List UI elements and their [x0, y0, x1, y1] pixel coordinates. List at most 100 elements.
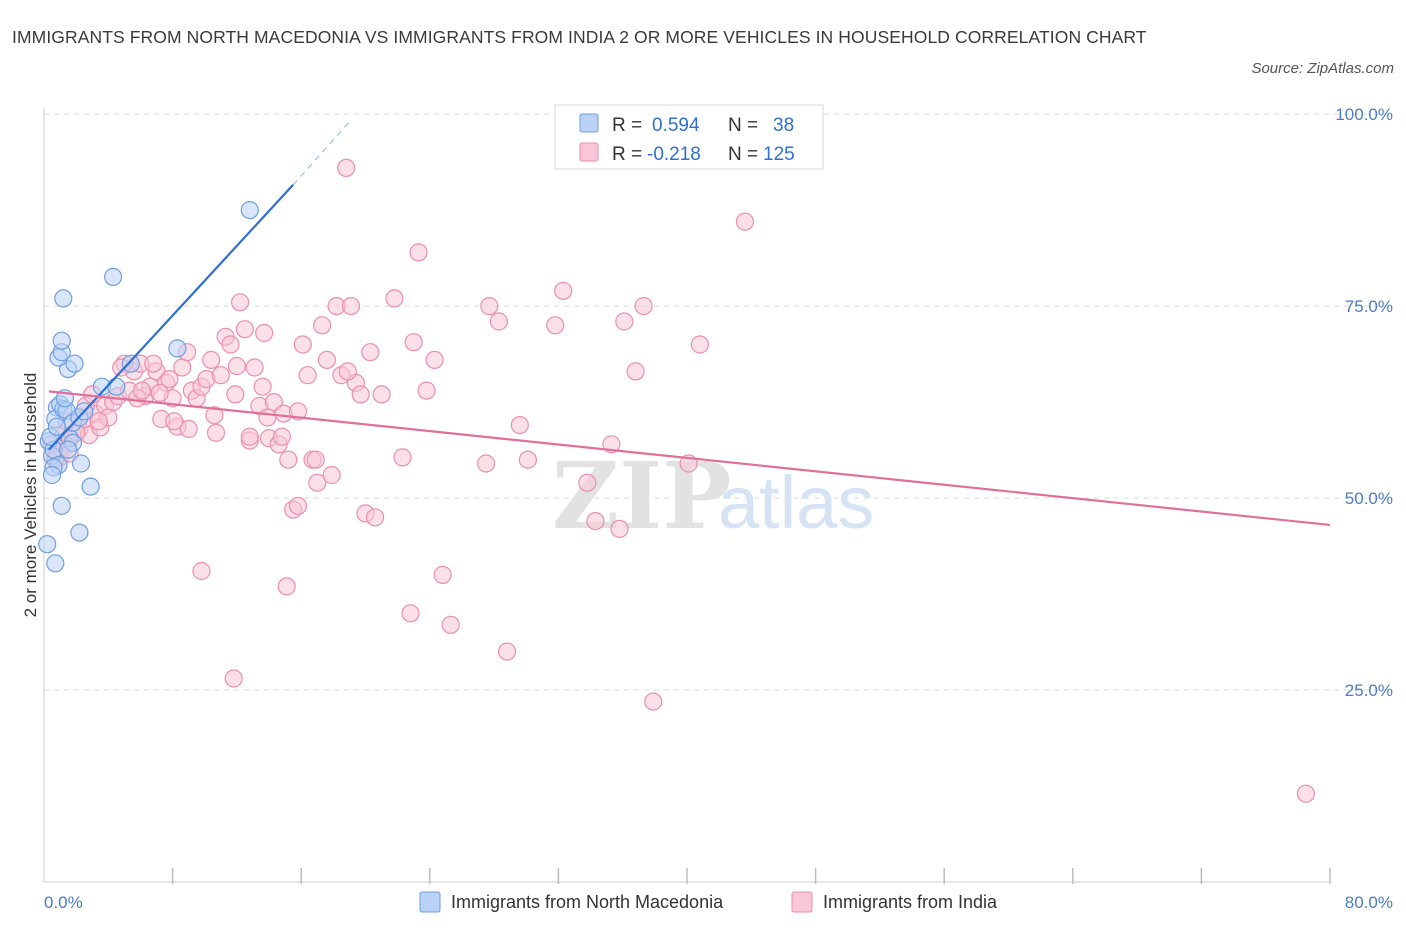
legend-n-value-2: 125: [763, 144, 795, 165]
bottom-legend-label-2: Immigrants from India: [823, 892, 998, 912]
india-point-36: [221, 335, 240, 354]
india-point-32: [202, 350, 221, 369]
macedonia-point-32: [121, 354, 140, 373]
macedonia-point-36: [58, 440, 78, 459]
india-point-48: [279, 450, 298, 469]
trend-lines: [48, 121, 1331, 527]
legend-frame: [554, 104, 824, 170]
legend-n-label-2: N =: [728, 144, 758, 165]
india-point-67: [385, 289, 404, 308]
legend-swatch-pink: [579, 142, 599, 162]
india-point-87: [615, 312, 634, 331]
macedonia-point-24: [71, 454, 91, 473]
macedonia-point-37: [47, 417, 67, 436]
india-point-100: [253, 377, 272, 396]
india-point-95: [192, 561, 211, 581]
india-point-96: [224, 669, 243, 688]
india-point-41: [245, 358, 264, 377]
india-point-75: [477, 454, 496, 473]
legend-box: R = 0.594 N = 38 R = -0.218 N = 125: [554, 104, 824, 170]
india-point-71: [417, 381, 436, 400]
india-point-70: [409, 243, 428, 262]
gridlines: [44, 113, 1393, 691]
india-point-92: [690, 335, 710, 354]
india-point-88: [626, 362, 645, 381]
series-north-macedonia-points: [38, 201, 259, 573]
india-point-113: [205, 406, 224, 425]
india-point-77: [489, 312, 508, 331]
india-point-51: [293, 335, 312, 354]
india-point-68: [393, 448, 412, 467]
india-point-83: [578, 473, 597, 492]
india-point-60: [337, 158, 356, 177]
legend-r-label-2: R =: [612, 144, 642, 165]
india-point-117: [338, 362, 357, 381]
india-point-33: [206, 423, 226, 442]
india-point-97: [277, 577, 296, 596]
india-point-90: [644, 692, 663, 711]
india-point-56: [317, 350, 336, 369]
india-point-76: [480, 297, 499, 316]
india-point-57: [322, 465, 341, 485]
india-trend-line: [48, 390, 1331, 527]
source-label: Source: ZipAtlas.com: [1251, 60, 1394, 77]
india-point-54: [308, 473, 327, 492]
india-point-99: [144, 354, 163, 373]
india-point-115: [272, 427, 291, 446]
india-point-74: [441, 615, 460, 634]
india-point-118: [372, 385, 391, 404]
india-point-61: [341, 297, 361, 316]
india-point-55: [313, 316, 332, 335]
india-point-122: [165, 412, 184, 431]
india-point-38: [231, 293, 250, 312]
y-tick-label-75: 75.0%: [1345, 297, 1393, 316]
india-point-84: [586, 511, 605, 531]
india-point-89: [634, 297, 653, 316]
india-point-123: [258, 408, 277, 427]
x-ticks: [171, 868, 1331, 884]
macedonia-trend-extension: [292, 121, 350, 186]
india-point-34: [211, 366, 230, 385]
legend-r-value-2: -0.218: [647, 144, 701, 165]
india-point-121: [150, 383, 169, 402]
india-point-98: [240, 427, 259, 446]
macedonia-point-14: [65, 354, 84, 373]
legend-r-label-1: R =: [612, 115, 642, 136]
bottom-legend-swatch-pink: [791, 891, 813, 913]
macedonia-point-25: [52, 496, 71, 515]
y-tick-label-100: 100.0%: [1335, 105, 1393, 124]
india-point-102: [160, 370, 179, 389]
india-point-81: [546, 316, 565, 335]
india-point-65: [361, 343, 380, 362]
macedonia-point-34: [240, 201, 259, 220]
india-point-37: [226, 385, 245, 404]
macedonia-point-31: [107, 377, 126, 396]
macedonia-point-18: [52, 331, 71, 350]
y-tick-label-25: 25.0%: [1345, 681, 1393, 700]
india-point-119: [404, 333, 423, 352]
india-point-66: [366, 508, 385, 527]
x-tick-label-max: 80.0%: [1345, 893, 1393, 912]
india-point-73: [433, 565, 452, 585]
india-point-116: [306, 450, 325, 469]
legend-n-label-1: N =: [728, 115, 758, 136]
india-point-120: [89, 412, 108, 431]
macedonia-point-33: [168, 339, 187, 358]
india-point-111: [133, 381, 152, 400]
india-point-124: [288, 402, 308, 421]
macedonia-point-29: [46, 554, 65, 573]
india-point-39: [235, 320, 254, 339]
y-tick-labels: 25.0% 50.0% 75.0% 100.0%: [1335, 105, 1393, 700]
india-point-78: [497, 642, 517, 661]
india-point-50: [288, 496, 308, 515]
bottom-legend-label-1: Immigrants from North Macedonia: [451, 892, 724, 912]
macedonia-point-20: [103, 267, 123, 286]
bottom-legend: Immigrants from North Macedonia Immigran…: [419, 891, 998, 913]
watermark: ZIP atlas: [552, 442, 874, 550]
watermark-atlas: atlas: [718, 461, 874, 544]
x-tick-label-min: 0.0%: [44, 893, 83, 912]
india-point-52: [298, 366, 317, 385]
macedonia-point-19: [54, 289, 73, 308]
india-point-86: [610, 519, 629, 538]
